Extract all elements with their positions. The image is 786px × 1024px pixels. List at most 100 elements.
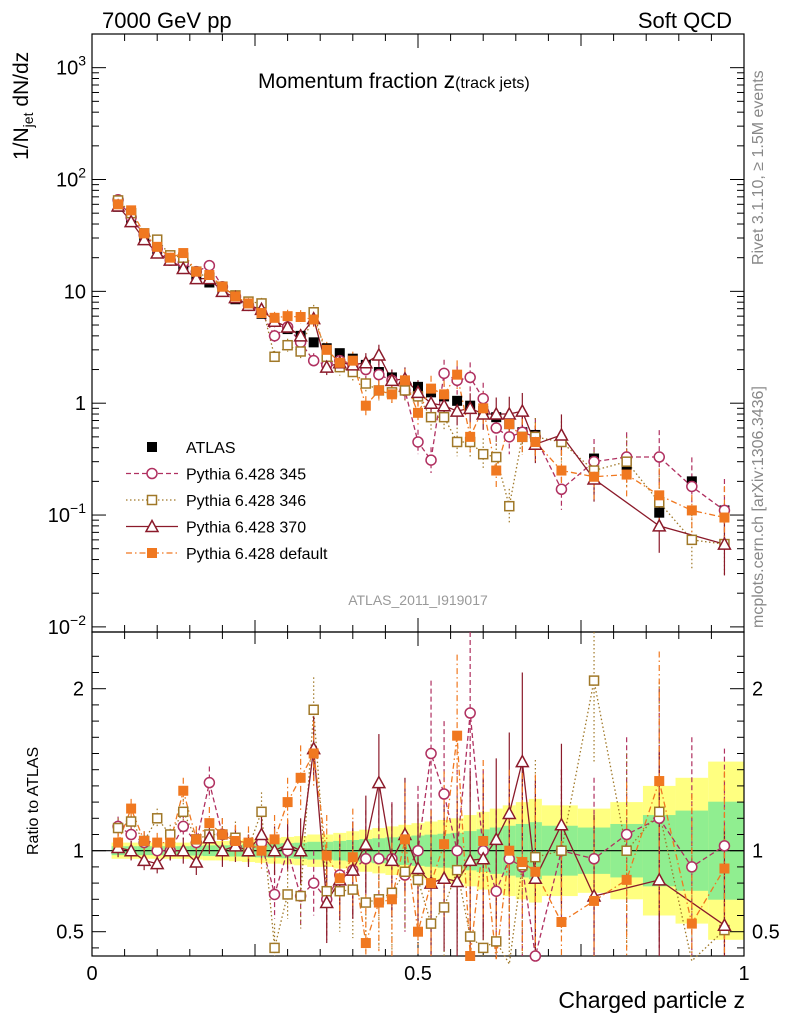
ratio-point-p370 <box>176 843 191 857</box>
ratio-point-p370 <box>384 852 400 867</box>
data-point-p370 <box>436 398 452 412</box>
data-point-p345 <box>555 483 568 496</box>
ratio-point-p346 <box>477 942 489 954</box>
data-point-p346 <box>295 346 306 357</box>
x-tick-label: 0.5 <box>404 963 432 985</box>
data-point-p346 <box>282 339 293 351</box>
ratio-point-pdef <box>399 834 410 845</box>
main-y-tick-base: 10 <box>56 170 78 192</box>
data-point-p346 <box>477 448 489 460</box>
main-y-tick-label: 10−1 <box>48 500 86 527</box>
ratio-point-p345 <box>588 853 600 865</box>
ratio-point-p370 <box>136 852 152 867</box>
ratio-series-layer <box>110 632 732 967</box>
data-point-p370 <box>123 214 139 228</box>
data-point-p370 <box>515 403 530 417</box>
data-point-pdef <box>373 385 384 396</box>
data-point-p345 <box>203 259 216 272</box>
ratio-point-p346 <box>464 931 476 942</box>
legend-marker-p346 <box>146 494 158 506</box>
data-point-p345 <box>653 451 665 463</box>
ratio-point-p346 <box>451 864 463 876</box>
ratio-point-p370 <box>358 836 374 850</box>
ratio-point-p370 <box>319 894 334 909</box>
ratio-point-pdef <box>517 857 528 868</box>
ratio-point-pdef <box>204 818 215 829</box>
ratio-point-p370 <box>449 873 465 888</box>
ratio-point-pdef <box>334 873 345 884</box>
data-point-p345 <box>268 330 281 342</box>
data-point-pdef <box>530 436 541 447</box>
legend-label-atlas: ATLAS <box>186 440 236 457</box>
ratio-y-tick-label-right: 1 <box>752 841 763 863</box>
ratio-point-p346 <box>412 874 424 886</box>
ratio-point-p346 <box>653 806 665 818</box>
data-point-pdef <box>347 355 358 366</box>
data-point-p345 <box>412 436 424 448</box>
data-point-p346 <box>269 351 280 363</box>
ratio-point-pdef <box>373 897 384 908</box>
data-point-p370 <box>176 260 191 275</box>
ratio-point-p345 <box>620 828 633 841</box>
ratio-point-p346 <box>112 822 124 834</box>
data-point-p370 <box>410 384 426 399</box>
ratio-point-p370 <box>554 817 569 831</box>
data-point-pdef <box>191 266 202 277</box>
data-point-atlas <box>308 337 319 348</box>
data-point-pdef <box>256 308 267 319</box>
data-point-p346 <box>399 385 411 396</box>
main-y-tick-base: 10 <box>48 505 70 527</box>
data-point-pdef <box>360 400 371 411</box>
data-point-pdef <box>621 469 632 480</box>
data-point-p346 <box>438 411 450 423</box>
ratio-point-p370 <box>123 843 139 857</box>
main-title: Momentum fraction z(track jets) <box>258 67 530 93</box>
data-point-pdef <box>178 248 189 259</box>
ratio-point-p346 <box>321 885 332 897</box>
ratio-point-pdef <box>152 837 163 848</box>
ratio-point-p346 <box>588 675 600 686</box>
ratio-y-axis-label: Ratio to ATLAS <box>25 747 42 855</box>
data-point-p345 <box>588 455 600 468</box>
ratio-point-p370 <box>462 852 478 867</box>
ratio-y-tick-label: 0.5 <box>56 922 84 944</box>
ratio-point-p346 <box>360 897 372 908</box>
ratio-point-p370 <box>371 775 387 789</box>
ratio-point-p370 <box>436 870 452 884</box>
ratio-point-pdef <box>556 916 567 927</box>
data-point-p370 <box>293 328 308 342</box>
ratio-point-p346 <box>308 704 319 716</box>
data-point-pdef <box>204 270 215 281</box>
ratio-point-pdef <box>295 772 306 783</box>
data-point-p345 <box>307 354 320 367</box>
main-y-tick-label: 103 <box>56 53 86 80</box>
ratio-point-pdef <box>178 785 189 796</box>
data-point-pdef <box>517 431 528 442</box>
rivet-version-label: Rivet 3.1.10, ≥ 1.5M events <box>750 70 767 265</box>
ratio-point-pdef <box>256 845 267 856</box>
ratio-point-p345 <box>438 788 450 800</box>
data-point-pdef <box>282 311 293 322</box>
data-point-p345 <box>503 431 516 443</box>
ratio-point-p345 <box>360 853 372 865</box>
data-point-p370 <box>136 232 152 246</box>
ratio-point-p346 <box>425 918 437 929</box>
ratio-point-p370 <box>202 830 217 844</box>
legend-marker-p345 <box>146 467 158 480</box>
ratio-y-tick-label: 2 <box>73 679 84 701</box>
ratio-point-pdef <box>504 845 515 856</box>
ratio-point-pdef <box>165 837 176 848</box>
data-point-pdef <box>439 389 450 400</box>
data-point-p370 <box>280 319 295 333</box>
data-point-p346 <box>621 456 632 467</box>
data-point-p346 <box>451 436 463 448</box>
data-point-pdef <box>399 375 410 386</box>
data-point-pdef <box>321 344 332 355</box>
data-point-p345 <box>438 367 450 380</box>
data-point-p370 <box>384 372 400 387</box>
legend-label-pdef: Pythia 6.428 default <box>186 546 328 563</box>
ratio-point-pdef <box>589 895 600 906</box>
legend-marker-pdef <box>147 548 157 558</box>
data-point-p370 <box>149 245 165 259</box>
legend-marker-atlas <box>147 442 157 452</box>
